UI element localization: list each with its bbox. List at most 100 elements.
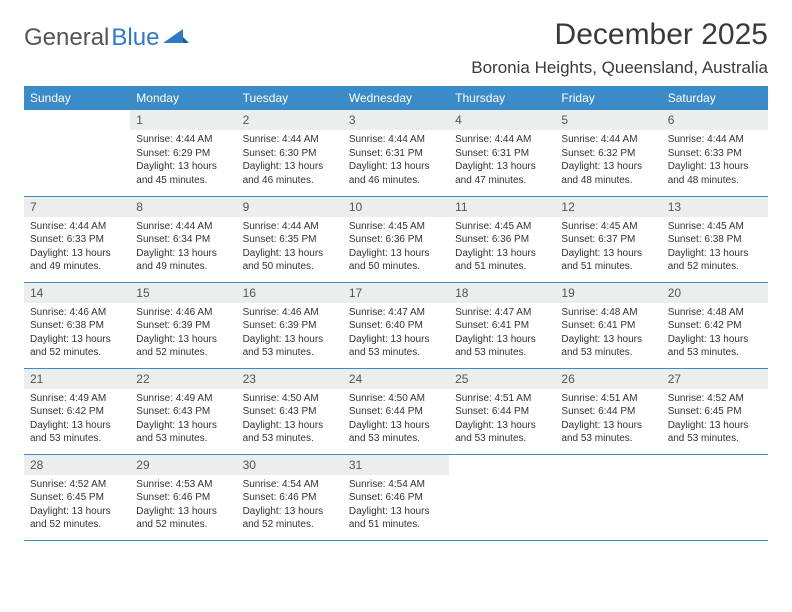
daylight-text: Daylight: 13 hours and 51 minutes.: [455, 247, 549, 274]
daylight-text: Daylight: 13 hours and 47 minutes.: [455, 160, 549, 187]
sunset-text: Sunset: 6:42 PM: [30, 405, 124, 419]
weekday-header-row: Sunday Monday Tuesday Wednesday Thursday…: [24, 86, 768, 110]
sunset-text: Sunset: 6:38 PM: [668, 233, 762, 247]
calendar-day-cell: 24Sunrise: 4:50 AMSunset: 6:44 PMDayligh…: [343, 368, 449, 454]
sunrise-text: Sunrise: 4:51 AM: [455, 392, 549, 406]
sunset-text: Sunset: 6:30 PM: [243, 147, 337, 161]
sunrise-text: Sunrise: 4:44 AM: [349, 133, 443, 147]
sunrise-text: Sunrise: 4:48 AM: [561, 306, 655, 320]
sunrise-text: Sunrise: 4:44 AM: [30, 220, 124, 234]
sunrise-text: Sunrise: 4:49 AM: [136, 392, 230, 406]
sunset-text: Sunset: 6:41 PM: [455, 319, 549, 333]
brand-logo: GeneralBlue: [24, 24, 189, 52]
calendar-day-cell: 11Sunrise: 4:45 AMSunset: 6:36 PMDayligh…: [449, 196, 555, 282]
sunset-text: Sunset: 6:46 PM: [243, 491, 337, 505]
daylight-text: Daylight: 13 hours and 53 minutes.: [455, 333, 549, 360]
calendar-day-cell: 31Sunrise: 4:54 AMSunset: 6:46 PMDayligh…: [343, 454, 449, 540]
sunrise-text: Sunrise: 4:46 AM: [30, 306, 124, 320]
brand-name-1: General: [24, 24, 109, 52]
day-number: 30: [237, 455, 343, 475]
daylight-text: Daylight: 13 hours and 53 minutes.: [349, 333, 443, 360]
day-details: Sunrise: 4:48 AMSunset: 6:42 PMDaylight:…: [662, 303, 768, 364]
daylight-text: Daylight: 13 hours and 52 minutes.: [243, 505, 337, 532]
sunrise-text: Sunrise: 4:54 AM: [349, 478, 443, 492]
day-number: 26: [555, 369, 661, 389]
day-details: Sunrise: 4:45 AMSunset: 6:36 PMDaylight:…: [449, 217, 555, 278]
daylight-text: Daylight: 13 hours and 53 minutes.: [668, 419, 762, 446]
sunrise-text: Sunrise: 4:50 AM: [243, 392, 337, 406]
daylight-text: Daylight: 13 hours and 48 minutes.: [668, 160, 762, 187]
daylight-text: Daylight: 13 hours and 53 minutes.: [136, 419, 230, 446]
day-number: 11: [449, 197, 555, 217]
sunrise-text: Sunrise: 4:44 AM: [668, 133, 762, 147]
daylight-text: Daylight: 13 hours and 53 minutes.: [349, 419, 443, 446]
calendar-day-cell: 4Sunrise: 4:44 AMSunset: 6:31 PMDaylight…: [449, 110, 555, 196]
day-details: Sunrise: 4:47 AMSunset: 6:40 PMDaylight:…: [343, 303, 449, 364]
sunrise-text: Sunrise: 4:44 AM: [455, 133, 549, 147]
sunrise-text: Sunrise: 4:50 AM: [349, 392, 443, 406]
day-details: Sunrise: 4:47 AMSunset: 6:41 PMDaylight:…: [449, 303, 555, 364]
sunset-text: Sunset: 6:36 PM: [455, 233, 549, 247]
day-details: Sunrise: 4:54 AMSunset: 6:46 PMDaylight:…: [343, 475, 449, 536]
day-details: Sunrise: 4:54 AMSunset: 6:46 PMDaylight:…: [237, 475, 343, 536]
day-details: Sunrise: 4:51 AMSunset: 6:44 PMDaylight:…: [555, 389, 661, 450]
location-text: Boronia Heights, Queensland, Australia: [471, 58, 768, 78]
daylight-text: Daylight: 13 hours and 50 minutes.: [349, 247, 443, 274]
sunset-text: Sunset: 6:39 PM: [243, 319, 337, 333]
day-details: Sunrise: 4:45 AMSunset: 6:36 PMDaylight:…: [343, 217, 449, 278]
sunset-text: Sunset: 6:43 PM: [243, 405, 337, 419]
day-number: 3: [343, 110, 449, 130]
sunset-text: Sunset: 6:37 PM: [561, 233, 655, 247]
day-details: Sunrise: 4:50 AMSunset: 6:43 PMDaylight:…: [237, 389, 343, 450]
day-details: Sunrise: 4:46 AMSunset: 6:39 PMDaylight:…: [237, 303, 343, 364]
calendar-day-cell: 23Sunrise: 4:50 AMSunset: 6:43 PMDayligh…: [237, 368, 343, 454]
day-number: 10: [343, 197, 449, 217]
calendar-day-cell: 14Sunrise: 4:46 AMSunset: 6:38 PMDayligh…: [24, 282, 130, 368]
calendar-day-cell: 6Sunrise: 4:44 AMSunset: 6:33 PMDaylight…: [662, 110, 768, 196]
title-block: December 2025 Boronia Heights, Queenslan…: [471, 18, 768, 78]
day-number: 16: [237, 283, 343, 303]
daylight-text: Daylight: 13 hours and 53 minutes.: [561, 419, 655, 446]
calendar-day-cell: 22Sunrise: 4:49 AMSunset: 6:43 PMDayligh…: [130, 368, 236, 454]
sunrise-text: Sunrise: 4:44 AM: [561, 133, 655, 147]
calendar-day-cell: 12Sunrise: 4:45 AMSunset: 6:37 PMDayligh…: [555, 196, 661, 282]
calendar-day-cell: 9Sunrise: 4:44 AMSunset: 6:35 PMDaylight…: [237, 196, 343, 282]
daylight-text: Daylight: 13 hours and 49 minutes.: [136, 247, 230, 274]
day-details: Sunrise: 4:48 AMSunset: 6:41 PMDaylight:…: [555, 303, 661, 364]
daylight-text: Daylight: 13 hours and 45 minutes.: [136, 160, 230, 187]
day-details: Sunrise: 4:45 AMSunset: 6:38 PMDaylight:…: [662, 217, 768, 278]
sunset-text: Sunset: 6:31 PM: [349, 147, 443, 161]
day-number: 31: [343, 455, 449, 475]
day-number: 29: [130, 455, 236, 475]
sunset-text: Sunset: 6:44 PM: [455, 405, 549, 419]
calendar-table: Sunday Monday Tuesday Wednesday Thursday…: [24, 86, 768, 541]
calendar-day-cell: 17Sunrise: 4:47 AMSunset: 6:40 PMDayligh…: [343, 282, 449, 368]
day-details: Sunrise: 4:44 AMSunset: 6:33 PMDaylight:…: [24, 217, 130, 278]
daylight-text: Daylight: 13 hours and 50 minutes.: [243, 247, 337, 274]
calendar-day-cell: 21Sunrise: 4:49 AMSunset: 6:42 PMDayligh…: [24, 368, 130, 454]
daylight-text: Daylight: 13 hours and 46 minutes.: [349, 160, 443, 187]
weekday-header: Friday: [555, 86, 661, 110]
day-number: 9: [237, 197, 343, 217]
calendar-week-row: 14Sunrise: 4:46 AMSunset: 6:38 PMDayligh…: [24, 282, 768, 368]
day-number: 28: [24, 455, 130, 475]
calendar-day-cell: 20Sunrise: 4:48 AMSunset: 6:42 PMDayligh…: [662, 282, 768, 368]
calendar-day-cell: 29Sunrise: 4:53 AMSunset: 6:46 PMDayligh…: [130, 454, 236, 540]
sunrise-text: Sunrise: 4:45 AM: [349, 220, 443, 234]
day-details: Sunrise: 4:50 AMSunset: 6:44 PMDaylight:…: [343, 389, 449, 450]
day-details: Sunrise: 4:44 AMSunset: 6:31 PMDaylight:…: [449, 130, 555, 191]
calendar-week-row: 7Sunrise: 4:44 AMSunset: 6:33 PMDaylight…: [24, 196, 768, 282]
day-number: 14: [24, 283, 130, 303]
calendar-day-cell: 3 Sunrise: 4:44 AMSunset: 6:31 PMDaylight…: [343, 110, 449, 196]
sunset-text: Sunset: 6:32 PM: [561, 147, 655, 161]
day-number: 24: [343, 369, 449, 389]
calendar-day-cell: 10Sunrise: 4:45 AMSunset: 6:36 PMDayligh…: [343, 196, 449, 282]
sunset-text: Sunset: 6:35 PM: [243, 233, 337, 247]
day-number: 17: [343, 283, 449, 303]
calendar-day-cell: [662, 454, 768, 540]
day-number: 20: [662, 283, 768, 303]
day-details: Sunrise: 4:44 AMSunset: 6:32 PMDaylight:…: [555, 130, 661, 191]
day-details: Sunrise: 4:51 AMSunset: 6:44 PMDaylight:…: [449, 389, 555, 450]
daylight-text: Daylight: 13 hours and 51 minutes.: [561, 247, 655, 274]
header: GeneralBlue December 2025 Boronia Height…: [24, 18, 768, 78]
